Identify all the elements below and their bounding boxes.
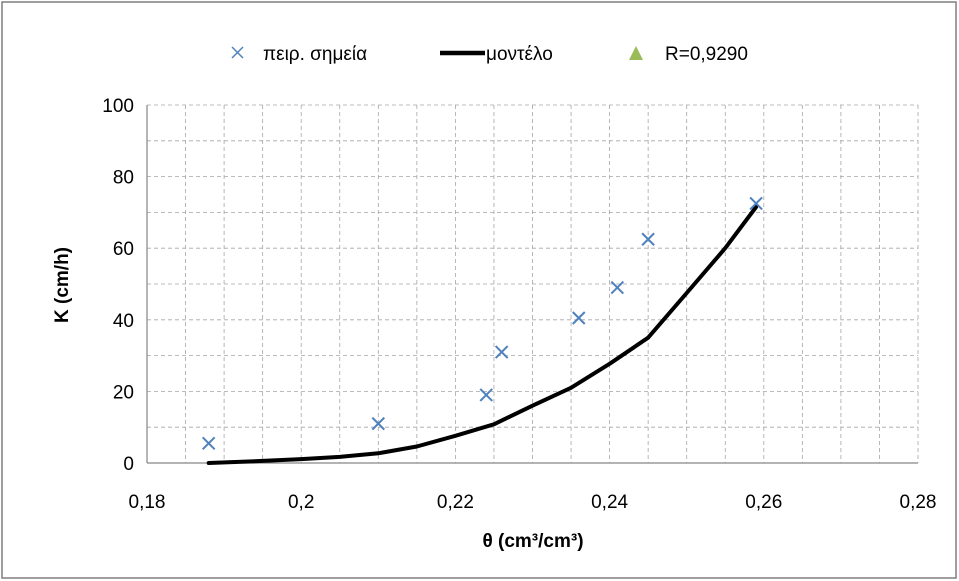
- data-point-x-marker: [494, 345, 509, 359]
- legend-item-experimental: πειρ. σημεία: [231, 44, 367, 65]
- marker-stroke: [572, 311, 586, 325]
- marker-stroke: [749, 196, 763, 211]
- y-axis-label: K (cm/h): [52, 247, 73, 323]
- data-point-x-marker: [201, 436, 216, 451]
- marker-stroke: [201, 436, 216, 451]
- legend-label-model: μοντέλο: [486, 44, 553, 65]
- plot-axes: [146, 105, 919, 464]
- x-tick-label: 0,24: [591, 492, 628, 513]
- x-tick-label: 0,28: [900, 492, 937, 513]
- legend-x-marker-icon: [231, 46, 244, 59]
- y-tick-label: 20: [113, 382, 134, 403]
- x-axis-label: θ (cm³/cm³): [482, 531, 583, 552]
- x-tick-labels: 0,18 0,2 0,22 0,24 0,26 0,28: [129, 492, 937, 513]
- marker-stroke: [641, 232, 655, 246]
- y-gridlines: [147, 104, 918, 428]
- marker-stroke: [479, 388, 493, 402]
- y-tick-label: 0: [123, 454, 134, 475]
- data-point-x-marker: [749, 196, 763, 211]
- x-tick-label: 0,18: [129, 492, 166, 513]
- y-tick-label: 80: [113, 168, 134, 189]
- y-tick-label: 60: [113, 239, 134, 260]
- legend-item-r: R=0,9290: [629, 44, 748, 65]
- x-tick-label: 0,26: [745, 492, 782, 513]
- model-line: [206, 205, 759, 465]
- data-point-x-marker: [572, 311, 586, 325]
- legend-label-experimental: πειρ. σημεία: [263, 44, 367, 65]
- data-point-x-marker: [610, 280, 625, 295]
- x-tick-label: 0,22: [437, 492, 474, 513]
- legend-item-model: μοντέλο: [440, 44, 553, 65]
- y-tick-label: 40: [113, 311, 134, 332]
- marker-stroke: [610, 280, 625, 295]
- x-tick-label: 0,2: [288, 492, 314, 513]
- series-markers: [201, 196, 763, 451]
- series-lines: [206, 205, 759, 465]
- marker-stroke: [371, 416, 386, 431]
- legend-triangle-icon: [629, 46, 643, 60]
- legend-label-r: R=0,9290: [665, 44, 748, 65]
- y-tick-labels: 0 20 40 60 80 100: [102, 96, 134, 475]
- data-point-x-marker: [371, 416, 386, 431]
- marker-stroke: [494, 345, 509, 359]
- y-tick-label: 100: [102, 96, 134, 117]
- data-point-x-marker: [479, 388, 493, 402]
- legend: πειρ. σημεία μοντέλο R=0,9290: [231, 44, 748, 65]
- data-point-x-marker: [641, 232, 655, 246]
